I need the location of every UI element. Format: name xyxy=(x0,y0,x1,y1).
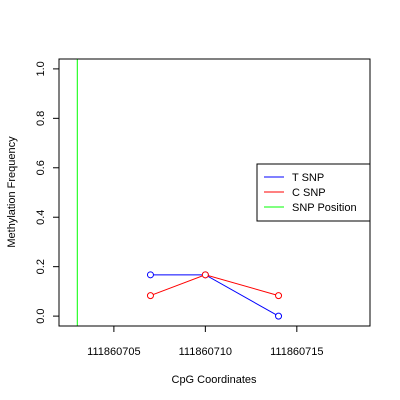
legend-label-t-snp: T SNP xyxy=(292,172,324,184)
x-tick-label: 111860710 xyxy=(179,346,232,358)
y-tick-label: 0.4 xyxy=(35,210,47,225)
legend-label-snp-position: SNP Position xyxy=(292,202,357,214)
legend: T SNP C SNP SNP Position xyxy=(256,163,371,222)
c-snp-point xyxy=(201,271,209,279)
plot-layer xyxy=(76,59,283,326)
t-snp-series-line xyxy=(150,274,279,317)
y-tick-label: 0.8 xyxy=(35,111,47,126)
y-tick-label: 1.0 xyxy=(35,61,47,76)
t-snp-point xyxy=(146,271,154,279)
x-tick-label: 111860705 xyxy=(87,346,140,358)
y-axis-label: Methylation Frequency xyxy=(6,136,18,248)
y-axis: 0.0 0.2 0.4 0.6 0.8 1.0 xyxy=(35,61,60,324)
t-snp-point xyxy=(275,312,283,320)
y-tick-label: 0.0 xyxy=(35,308,47,323)
x-tick-label: 111860715 xyxy=(270,346,323,358)
x-axis: 111860705 111860710 111860715 xyxy=(87,325,324,358)
y-tick-label: 0.2 xyxy=(35,259,47,274)
y-tick-label: 0.6 xyxy=(35,160,47,175)
legend-label-c-snp: C SNP xyxy=(292,187,326,199)
c-snp-series-line xyxy=(150,274,279,297)
c-snp-point xyxy=(275,292,283,300)
x-axis-label: CpG Coordinates xyxy=(172,374,257,386)
c-snp-point xyxy=(146,292,154,300)
